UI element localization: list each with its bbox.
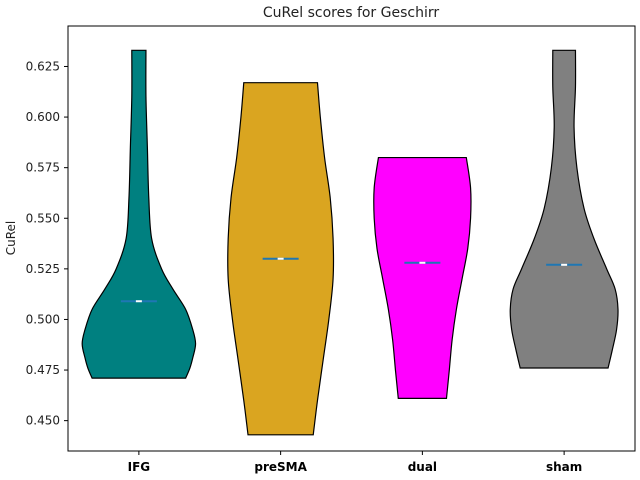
chart-title: CuRel scores for Geschirr xyxy=(263,5,439,21)
y-tick-label: 0.575 xyxy=(26,161,60,175)
x-tick-label-ifg: IFG xyxy=(128,460,151,474)
y-tick-label: 0.450 xyxy=(26,414,60,428)
violin-ifg xyxy=(81,49,197,379)
x-tick-label-presma: preSMA xyxy=(254,460,307,474)
plot-frame xyxy=(67,25,636,452)
violins-layer xyxy=(81,49,619,436)
x-tick-label-sham: sham xyxy=(546,460,582,474)
y-axis-label: CuRel xyxy=(4,221,18,256)
x-tick-label-dual: dual xyxy=(408,460,437,474)
y-tick-label: 0.525 xyxy=(26,262,60,276)
x-axis: IFG preSMA dual sham xyxy=(128,451,582,474)
y-tick-label: 0.625 xyxy=(26,59,60,73)
y-tick-label: 0.550 xyxy=(26,211,60,225)
y-tick-label: 0.600 xyxy=(26,110,60,124)
violin-sham xyxy=(509,49,619,369)
y-tick-label: 0.475 xyxy=(26,363,60,377)
y-tick-label: 0.500 xyxy=(26,312,60,326)
violin-dual xyxy=(373,156,472,399)
y-axis: 0.450 0.475 0.500 0.525 0.550 0.575 0.600 0.625 xyxy=(26,59,68,428)
